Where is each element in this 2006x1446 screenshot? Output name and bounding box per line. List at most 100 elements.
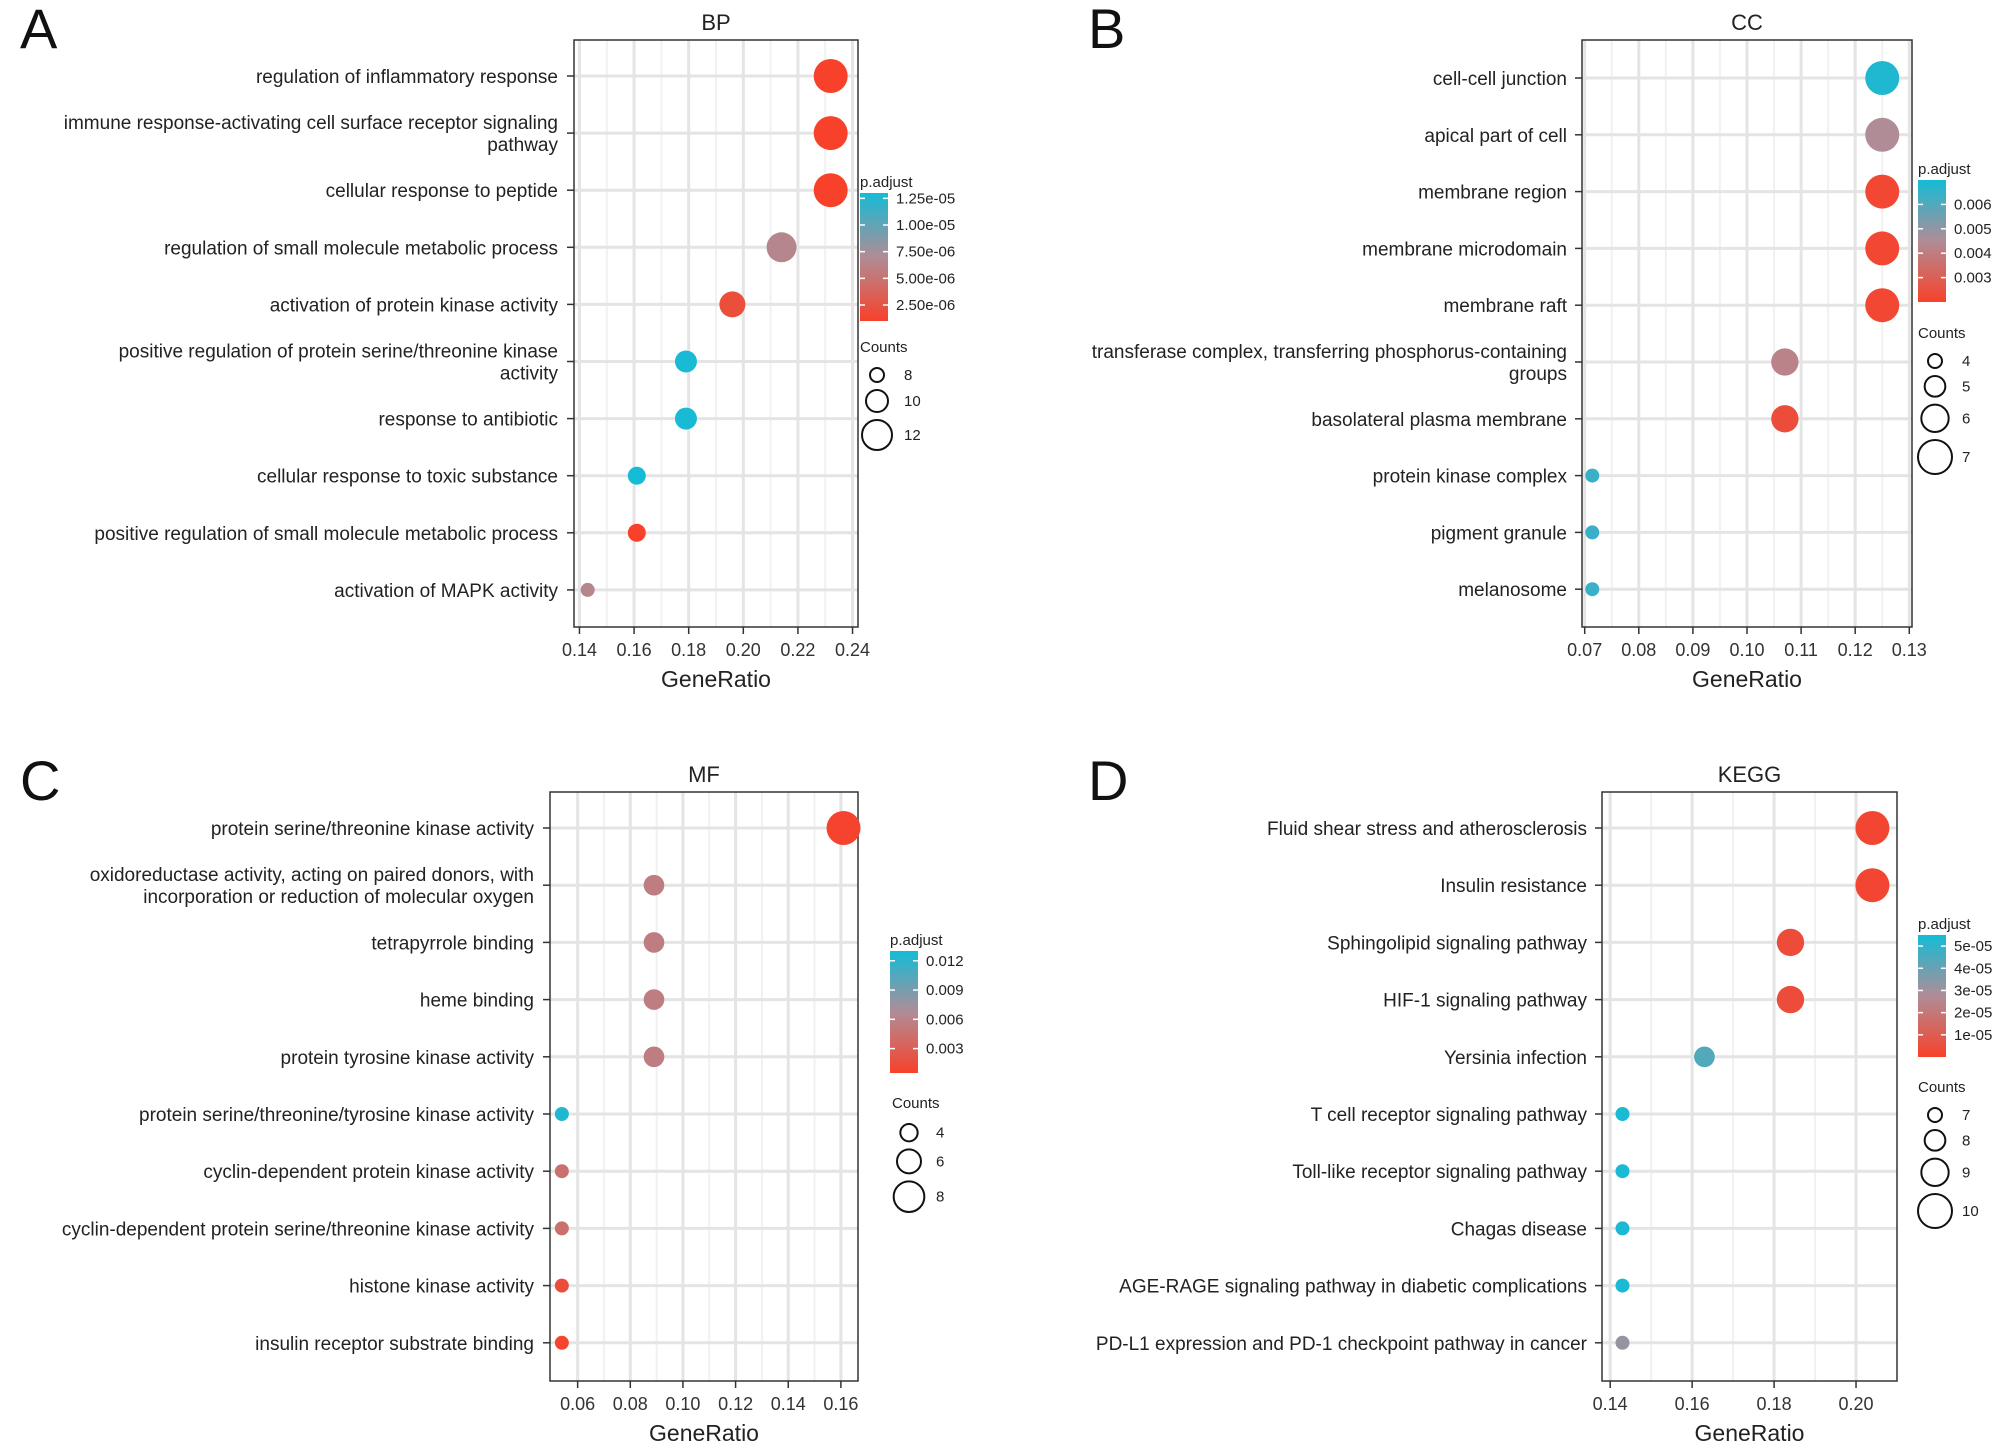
- color-legend-label: 1.00e-05: [896, 217, 955, 234]
- x-tick-label: 0.18: [671, 640, 706, 660]
- data-point: [813, 116, 848, 151]
- data-point: [826, 811, 861, 845]
- plot-border: [549, 791, 859, 1382]
- data-point: [643, 874, 665, 896]
- x-tick-label: 0.08: [613, 1394, 648, 1414]
- data-point: [813, 59, 848, 93]
- x-axis-label: GeneRatio: [649, 1420, 759, 1446]
- category-label: cyclin-dependent protein kinase activity: [203, 1162, 534, 1183]
- category-label: cellular response to toxic substance: [257, 467, 558, 488]
- color-legend-label: 5.00e-06: [896, 270, 955, 287]
- data-point: [1771, 405, 1799, 433]
- color-legend-label: 4e-05: [1954, 960, 1992, 977]
- data-point: [1615, 1221, 1630, 1236]
- category-label: cellular response to peptide: [326, 181, 558, 202]
- category-label: regulation of inflammatory response: [256, 67, 558, 88]
- panel-letter: A: [20, 0, 58, 60]
- data-point: [1771, 348, 1799, 376]
- color-legend-title: p.adjust: [1918, 161, 1971, 178]
- data-point: [813, 173, 848, 208]
- color-legend-label: 1.25e-05: [896, 190, 955, 207]
- panel-letter: D: [1088, 749, 1128, 812]
- x-tick-label: 0.14: [1593, 1394, 1628, 1414]
- x-axis-label: GeneRatio: [661, 666, 771, 692]
- data-point: [1865, 288, 1900, 323]
- chart-title: CC: [1731, 10, 1763, 35]
- category-label: heme binding: [420, 991, 534, 1012]
- x-tick-label: 0.16: [823, 1394, 858, 1414]
- category-label: Sphingolipid signaling pathway: [1327, 933, 1587, 954]
- size-legend-label: 5: [1962, 378, 1970, 395]
- color-legend-label: 0.005: [1954, 221, 1992, 238]
- x-tick-label: 0.12: [718, 1394, 753, 1414]
- color-bar: [890, 951, 918, 1073]
- data-point: [1585, 468, 1600, 483]
- x-tick-label: 0.16: [617, 640, 652, 660]
- size-legend-title: Counts: [1918, 1079, 1966, 1096]
- size-legend-label: 4: [1962, 353, 1970, 370]
- color-legend-title: p.adjust: [1918, 916, 1971, 933]
- size-legend-circle: [896, 1148, 922, 1175]
- x-tick-label: 0.14: [771, 1394, 806, 1414]
- color-bar: [1918, 935, 1946, 1057]
- data-point: [1855, 868, 1890, 903]
- category-label: Fluid shear stress and atherosclerosis: [1267, 819, 1587, 840]
- size-legend-circle: [861, 419, 893, 451]
- x-tick-label: 0.10: [1729, 640, 1764, 660]
- category-label: AGE-RAGE signaling pathway in diabetic c…: [1119, 1277, 1587, 1298]
- size-legend-circle: [1927, 1107, 1943, 1123]
- data-point: [766, 232, 797, 263]
- x-tick-label: 0.10: [665, 1394, 700, 1414]
- data-point: [1855, 811, 1890, 845]
- size-legend-circle: [1923, 375, 1947, 398]
- chart-title: KEGG: [1718, 762, 1782, 787]
- x-tick-label: 0.09: [1675, 640, 1710, 660]
- data-point: [674, 350, 697, 373]
- category-label: cell-cell junction: [1433, 69, 1567, 90]
- category-label: response to antibiotic: [378, 410, 558, 431]
- category-label: protein serine/threonine kinase activity: [211, 819, 535, 840]
- panel-d: D KEGG Fluid shear stress and atherosclero…: [1088, 749, 1992, 1446]
- x-tick-label: 0.06: [560, 1394, 595, 1414]
- plot-border: [1601, 791, 1898, 1382]
- chart-title: MF: [688, 762, 720, 787]
- data-point: [1615, 1164, 1630, 1179]
- category-label: Yersinia infection: [1444, 1048, 1587, 1069]
- category-label: histone kinase activity: [349, 1277, 534, 1298]
- color-legend-label: 1e-05: [1954, 1027, 1992, 1044]
- color-legend-label: 0.004: [1954, 245, 1992, 262]
- size-legend-label: 8: [904, 367, 912, 384]
- color-bar: [1918, 180, 1946, 302]
- data-point: [1694, 1046, 1715, 1068]
- category-label: regulation of small molecule metabolic p…: [164, 238, 558, 259]
- category-label: insulin receptor substrate binding: [255, 1334, 534, 1355]
- color-bar: [860, 193, 888, 321]
- x-tick-label: 0.22: [780, 640, 815, 660]
- category-label: melanosome: [1458, 580, 1567, 601]
- data-point: [627, 523, 646, 542]
- size-legend-label: 10: [904, 393, 921, 410]
- x-tick-label: 0.14: [562, 640, 597, 660]
- color-legend-label: 0.003: [1954, 270, 1992, 287]
- x-tick-label: 0.18: [1757, 1394, 1792, 1414]
- category-label: membrane raft: [1443, 296, 1567, 317]
- category-label: immune response-activating cell surface …: [64, 113, 559, 156]
- data-point: [627, 466, 646, 485]
- size-legend-label: 12: [904, 427, 921, 444]
- data-point: [1615, 1335, 1630, 1350]
- size-legend-label: 6: [936, 1153, 944, 1170]
- category-label: tetrapyrrole binding: [371, 933, 534, 954]
- color-legend-title: p.adjust: [860, 174, 913, 191]
- data-point: [1865, 117, 1900, 152]
- x-tick-label: 0.20: [1839, 1394, 1874, 1414]
- category-label: protein kinase complex: [1373, 467, 1568, 488]
- data-point: [554, 1335, 569, 1350]
- size-legend-label: 7: [1962, 449, 1970, 466]
- category-label: Toll-like receptor signaling pathway: [1292, 1162, 1587, 1183]
- size-legend-title: Counts: [1918, 325, 1966, 342]
- category-label: oxidoreductase activity, acting on paire…: [90, 865, 534, 908]
- size-legend-circle: [892, 1180, 926, 1213]
- x-tick-label: 0.16: [1675, 1394, 1710, 1414]
- data-point: [643, 989, 665, 1010]
